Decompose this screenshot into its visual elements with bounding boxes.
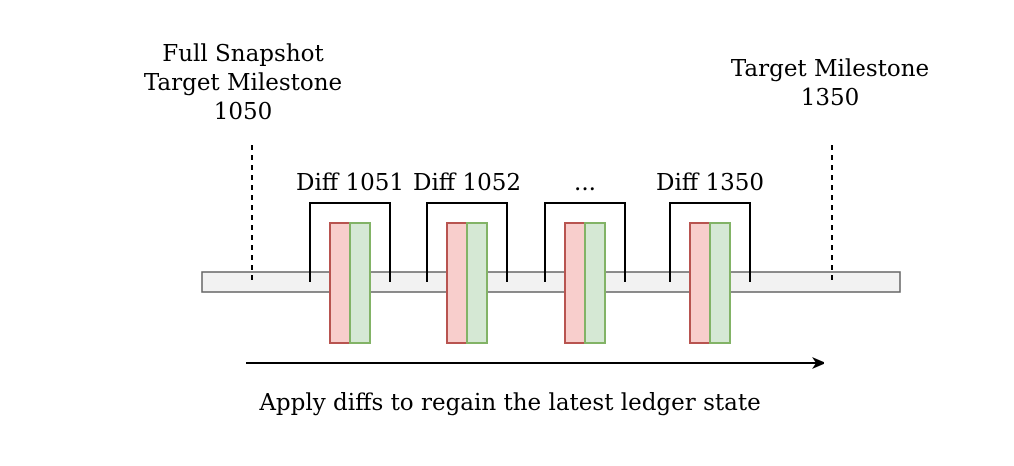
diff-added-block: [349, 222, 371, 344]
diff-added-block: [466, 222, 488, 344]
diff-group: [544, 202, 626, 344]
snapshot-milestone-label: Full Snapshot Target Milestone 1050: [133, 40, 353, 127]
diff-bracket: [669, 202, 751, 282]
target-title: Target Milestone: [730, 56, 930, 82]
diff-group: [669, 202, 751, 344]
diff-removed-block: [564, 222, 586, 344]
snapshot-subtitle: Target Milestone: [143, 70, 343, 96]
diff-added-block: [709, 222, 731, 344]
diff-group: [309, 202, 391, 344]
ledger-timeline-bar: [201, 271, 901, 293]
snapshot-title: Full Snapshot: [162, 41, 324, 67]
diff-removed-block: [329, 222, 351, 344]
diff-bracket: [544, 202, 626, 282]
diff-removed-block: [689, 222, 711, 344]
diff-label-1052: Diff 1052: [413, 170, 521, 196]
diff-removed-block: [446, 222, 468, 344]
diff-bracket: [309, 202, 391, 282]
diff-label-ellipsis: ...: [574, 170, 596, 196]
snapshot-milestone-number: 1050: [213, 99, 273, 125]
diff-group: [426, 202, 508, 344]
diff-added-block: [584, 222, 606, 344]
diff-bracket: [426, 202, 508, 282]
target-milestone-label: Target Milestone 1350: [720, 55, 940, 113]
arrow-caption: Apply diffs to regain the latest ledger …: [259, 390, 761, 416]
diff-label-1350: Diff 1350: [656, 170, 764, 196]
diff-label-1051: Diff 1051: [296, 170, 404, 196]
target-milestone-number: 1350: [800, 85, 860, 111]
